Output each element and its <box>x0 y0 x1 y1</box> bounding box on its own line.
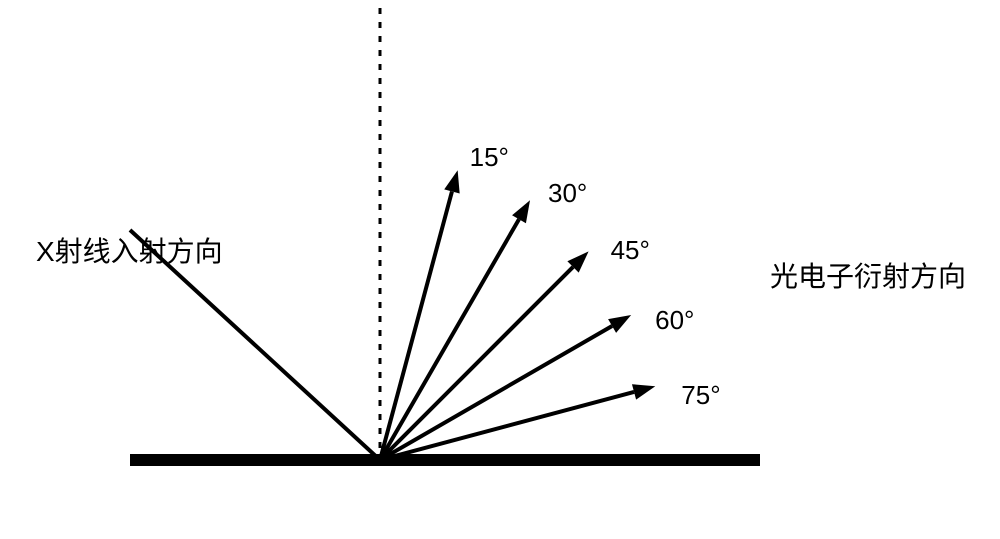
diffraction-label: 光电子衍射方向 <box>770 255 966 295</box>
angle-label-75: 75° <box>681 380 720 411</box>
angle-label-60: 60° <box>655 305 694 336</box>
angle-label-15: 15° <box>470 142 509 173</box>
label-layer: 15° 30° 45° 60° 75° X射线入射方向光电子衍射方向 <box>0 0 1000 539</box>
angle-label-45: 45° <box>611 235 650 266</box>
angle-label-30: 30° <box>548 178 587 209</box>
incident-label: X射线入射方向 <box>36 230 223 270</box>
